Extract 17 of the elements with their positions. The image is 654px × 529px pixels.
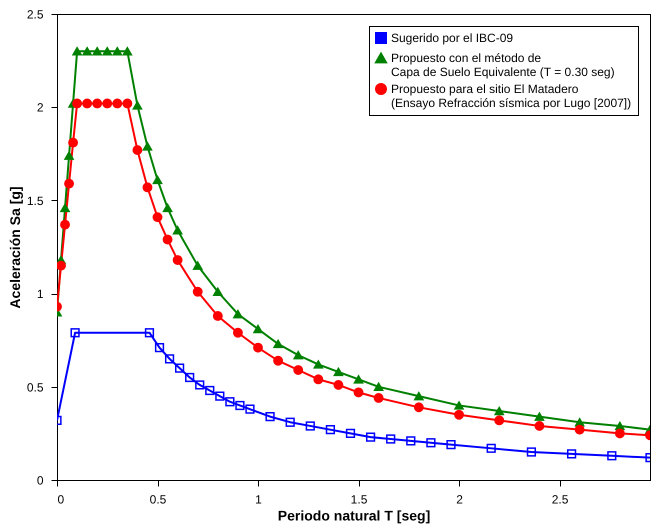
y-tick-label: 2 <box>36 100 44 115</box>
x-tick-label: 2.5 <box>552 492 569 506</box>
y-tick-label: 1.5 <box>26 194 44 208</box>
legend-label: Propuesto para el sitio El Matadero (Ensayo Refracción sísmica por Lugo [2007]) <box>391 82 632 110</box>
legend-label: Propuesto con el método de Capa de Suelo Equivalente (T = 0.30 seg) <box>391 51 615 79</box>
x-tick-label: 1 <box>255 492 262 506</box>
y-axis-title: Aceleración Sa [g] <box>6 186 23 309</box>
x-tick-label: 2 <box>456 492 464 506</box>
y-tick-label: 0 <box>36 474 44 488</box>
x-axis-title: Periodo natural T [seg] <box>278 508 430 524</box>
x-tick-label: 0.5 <box>150 492 167 506</box>
y-tick-label: 2.5 <box>26 8 44 22</box>
legend-label: Sugerido por el IBC-09 <box>391 31 514 45</box>
x-tick-label: 0 <box>58 492 64 506</box>
x-tick-label: 1.5 <box>350 492 368 506</box>
y-tick-label: 1 <box>36 287 44 302</box>
y-tick-label: 0.5 <box>26 380 44 394</box>
